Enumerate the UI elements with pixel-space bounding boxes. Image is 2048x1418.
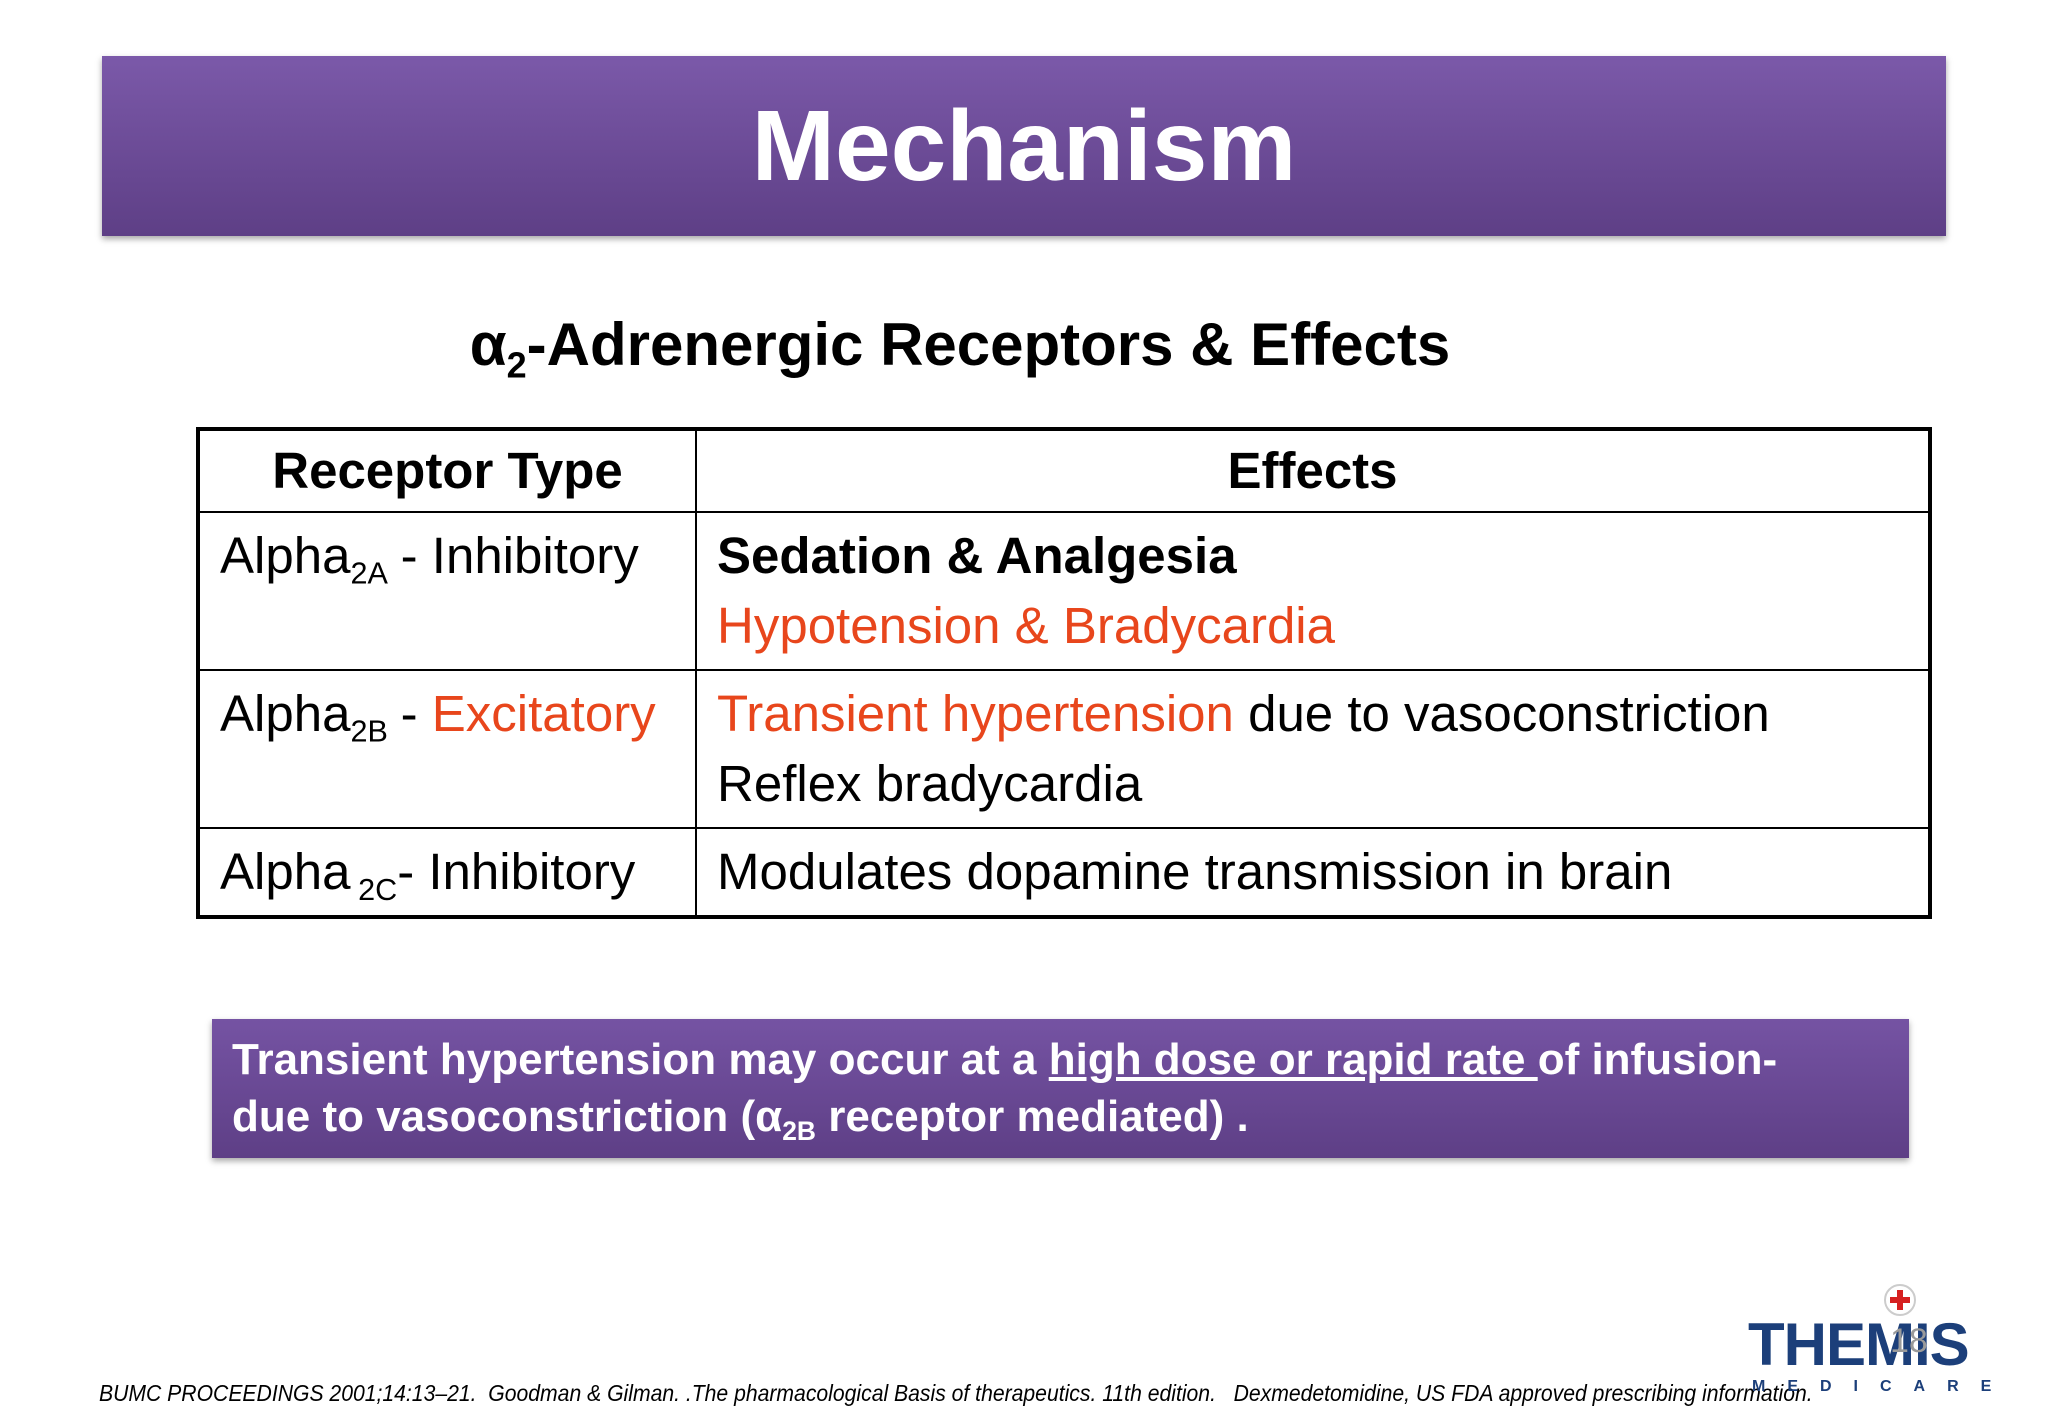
- column-header: Receptor Type: [197, 428, 697, 513]
- receptor-action: Excitatory: [431, 685, 656, 742]
- effect-line: Modulates dopamine transmission in brain: [717, 843, 1673, 900]
- row: Alpha 2C- Inhibitory Modulates dopamine t…: [197, 827, 1931, 918]
- row: Alpha2B - Excitatory Transient hypertensi…: [197, 669, 1931, 829]
- callout-subscript: 2B: [782, 1116, 816, 1147]
- effects-cell: Modulates dopamine transmission in brain: [695, 827, 1931, 918]
- logo-brand: THEMIS: [1748, 1311, 1970, 1378]
- effect-line: Transient hypertension due to vasoconstr…: [717, 679, 1908, 749]
- effect-highlight: Transient hypertension: [717, 685, 1234, 742]
- header-row: Receptor Type Effects: [197, 428, 1931, 513]
- receptor-cell: Alpha2B - Excitatory: [197, 669, 697, 829]
- receptor-name: Alpha: [220, 685, 351, 742]
- subtitle-text: -Adrenergic Receptors & Effects: [526, 311, 1451, 378]
- dash: -: [397, 843, 415, 900]
- subtitle: α2-Adrenergic Receptors & Effects: [0, 310, 1920, 383]
- callout-text: Transient hypertension may occur at a: [232, 1035, 1049, 1084]
- receptor-table: Receptor Type Effects Alpha2A - Inhibitory…: [196, 427, 1932, 919]
- receptor-name: Alpha: [220, 843, 351, 900]
- receptor-cell: Alpha 2C- Inhibitory: [197, 827, 697, 918]
- dash: -: [400, 527, 418, 584]
- logo-cross: [1884, 1284, 1916, 1316]
- receptor-subscript: 2A: [350, 556, 388, 591]
- receptor-action: Inhibitory: [428, 843, 636, 900]
- logo-tagline: MEDICARE: [1752, 1378, 2014, 1395]
- callout-text: receptor mediated) .: [815, 1092, 1249, 1141]
- subtitle-subscript: 2: [506, 344, 527, 386]
- effect-line: Hypotension & Bradycardia: [717, 597, 1336, 654]
- receptor-subscript: 2C: [358, 872, 398, 907]
- subtitle-symbol: α: [469, 311, 507, 378]
- effects-cell: Sedation & Analgesia Hypotension & Bradyc…: [695, 511, 1931, 671]
- receptor-action: Inhibitory: [431, 527, 639, 584]
- receptor-cell: Alpha2A - Inhibitory: [197, 511, 697, 671]
- dash: -: [400, 685, 418, 742]
- receptor-subscript: 2B: [350, 714, 388, 749]
- title: Mechanism: [751, 89, 1297, 202]
- page-number: 18: [1890, 1322, 1928, 1360]
- callout-text: of infusion-: [1537, 1035, 1778, 1084]
- column-header: Effects: [695, 428, 1931, 513]
- effect-line: Reflex bradycardia: [717, 755, 1143, 812]
- citation: BUMC PROCEEDINGS 2001;14:13–21. Goodman …: [99, 1380, 1813, 1406]
- effects-cell: Transient hypertension due to vasoconstr…: [695, 669, 1931, 829]
- effect-line: Sedation & Analgesia: [717, 527, 1237, 584]
- row: Alpha2A - Inhibitory Sedation & Analgesia…: [197, 511, 1931, 671]
- receptor-name: Alpha: [220, 527, 351, 584]
- effect-text: due to vasoconstriction: [1248, 685, 1770, 742]
- callout-underline: high dose or rapid rate: [1048, 1035, 1538, 1084]
- callout-text: due to vasoconstriction (α: [232, 1092, 783, 1141]
- callout: Transient hypertension may occur at a hi…: [212, 1019, 1909, 1158]
- header-bar: Mechanism: [102, 56, 1946, 236]
